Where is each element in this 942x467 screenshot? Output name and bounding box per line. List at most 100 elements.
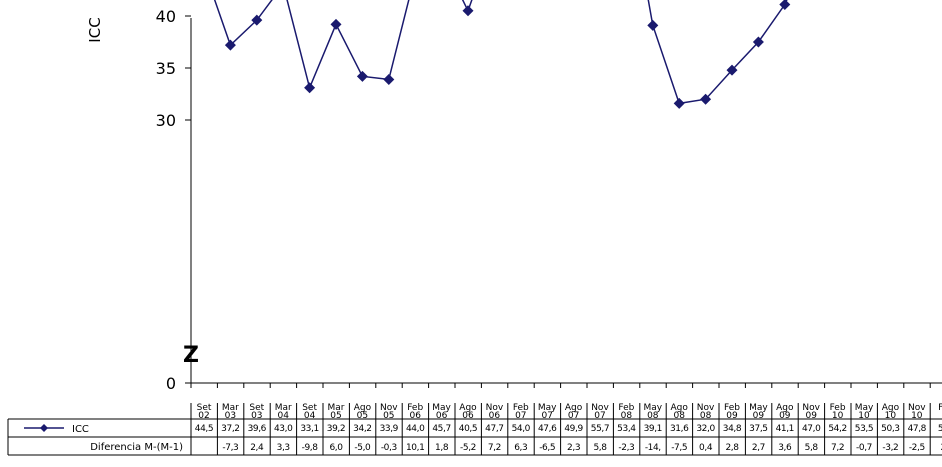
table-cell: 55,7 <box>591 424 609 434</box>
table-cell: -2,3 <box>618 443 634 453</box>
x-category-year: 09 <box>779 411 791 421</box>
legend-marker-icc <box>40 424 48 432</box>
x-category-month: Nov <box>380 403 398 413</box>
table-cell: 47,0 <box>802 424 821 434</box>
table-cell: 7,2 <box>488 443 501 453</box>
table-cell: -5,2 <box>460 443 476 453</box>
table-cell: 43,0 <box>274 424 293 434</box>
table-cell: 2,3 <box>567 443 580 453</box>
x-category-month: May <box>643 403 662 413</box>
table-cell: 2,7 <box>752 443 765 453</box>
x-category-year: 03 <box>225 411 236 421</box>
table-cell: 47,8 <box>908 424 927 434</box>
table-cell: 0,4 <box>699 443 713 453</box>
data-point-icc <box>224 39 236 51</box>
table-cell: 5,8 <box>593 443 607 453</box>
x-category-month: Mar <box>275 403 292 413</box>
table-cell: 47,7 <box>485 424 503 434</box>
x-category-month: Nov <box>486 403 504 413</box>
table-cell: 37,2 <box>221 424 239 434</box>
x-category-year: 10 <box>911 411 923 421</box>
x-category-year: 06 <box>409 411 421 421</box>
x-category-month: Ago <box>671 403 689 413</box>
table-cell: -7,3 <box>222 443 238 453</box>
data-point-icc <box>752 36 764 48</box>
table-cell: 54,2 <box>828 424 846 434</box>
x-category-year: 05 <box>357 411 368 421</box>
table-cell: 3,3 <box>277 443 290 453</box>
x-category-month: Feb <box>830 403 846 413</box>
table-cell: -14, <box>645 443 661 453</box>
x-category-year: 08 <box>647 411 659 421</box>
y-tick-label: 0 <box>166 374 176 393</box>
table-cell: 7,2 <box>831 443 844 453</box>
x-category-month: Feb <box>407 403 423 413</box>
data-point-icc <box>383 73 395 85</box>
table-cell: -0,7 <box>856 443 872 453</box>
x-category-month: Ago <box>776 403 794 413</box>
x-category-month: May <box>749 403 768 413</box>
x-category-year: 07 <box>541 411 552 421</box>
data-point-icc <box>304 82 316 94</box>
x-category-month: Nov <box>697 403 715 413</box>
x-category-month: Mar <box>222 403 239 413</box>
x-category-month: Set <box>197 403 212 413</box>
data-point-icc <box>673 97 685 109</box>
data-point-icc <box>356 70 368 82</box>
table-cell: -6,5 <box>539 443 555 453</box>
table-cell: -9,8 <box>302 443 319 453</box>
x-category-year: 03 <box>251 411 262 421</box>
x-category-month: Ago <box>459 403 477 413</box>
x-category-year: 07 <box>515 411 526 421</box>
x-category-year: 06 <box>489 411 501 421</box>
y-tick-label: 30 <box>156 111 176 130</box>
x-category-year: 10 <box>858 411 870 421</box>
table-cell: 39,1 <box>644 424 662 434</box>
axis-break-symbol: Z <box>183 343 199 368</box>
x-category-year: 02 <box>198 411 209 421</box>
table-cell: 10,1 <box>406 443 424 453</box>
table-cell: -7,5 <box>671 443 687 453</box>
table-cell: 32,0 <box>696 424 715 434</box>
x-category-month: Ago <box>354 403 372 413</box>
data-point-icc <box>462 5 474 17</box>
x-category-year: 08 <box>673 411 685 421</box>
data-point-icc <box>700 93 712 105</box>
data-point-icc <box>647 19 659 31</box>
table-cell: 47,6 <box>538 424 557 434</box>
x-category-month: Feb <box>618 403 634 413</box>
x-category-year: 10 <box>885 411 897 421</box>
table-cell: 45,7 <box>432 424 450 434</box>
x-category-year: 09 <box>726 411 738 421</box>
data-point-icc <box>330 18 342 30</box>
x-category-month: Nov <box>908 403 926 413</box>
x-category-month: May <box>855 403 874 413</box>
table-cell: 50 <box>938 424 942 434</box>
x-category-year: 04 <box>277 411 289 421</box>
y-tick-label: 35 <box>156 59 176 78</box>
x-category-month: Mar <box>328 403 345 413</box>
x-category-year: 09 <box>805 411 817 421</box>
table-cell: 54,0 <box>512 424 531 434</box>
x-category-month: Set <box>249 403 264 413</box>
table-cell: 5,8 <box>805 443 819 453</box>
table-cell: 44,0 <box>406 424 425 434</box>
x-category-month: May <box>432 403 451 413</box>
table-cell: 33,1 <box>300 424 318 434</box>
table-cell: 39,2 <box>327 424 345 434</box>
table-row-label: ICC <box>72 424 89 435</box>
table-cell: 3,6 <box>778 443 792 453</box>
table-cell: -5,0 <box>354 443 371 453</box>
table-cell: 2 <box>941 443 942 453</box>
x-category-year: 05 <box>383 411 394 421</box>
table-cell: 49,9 <box>564 424 583 434</box>
table-cell: 44,5 <box>195 424 213 434</box>
data-point-icc <box>251 14 263 26</box>
table-cell: 1,8 <box>435 443 449 453</box>
x-category-year: 10 <box>832 411 844 421</box>
x-category-month: Ago <box>565 403 583 413</box>
table-cell: 53,5 <box>855 424 873 434</box>
series-line-icc <box>213 0 788 105</box>
